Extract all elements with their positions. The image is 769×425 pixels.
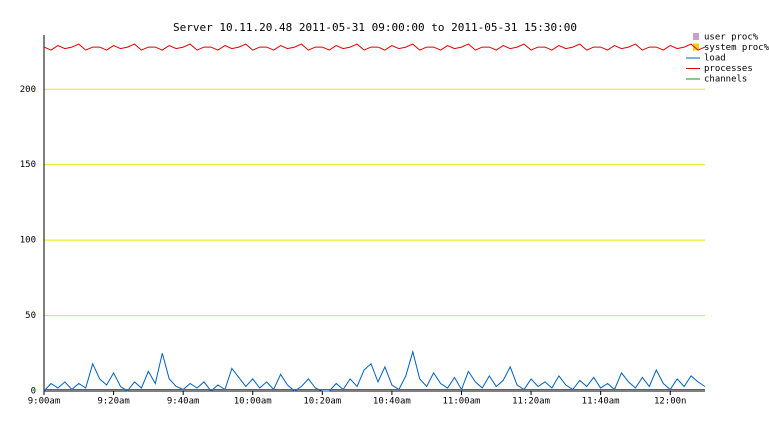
x-tick-label: 9:00am bbox=[28, 397, 61, 407]
x-tick-label: 10:00am bbox=[234, 397, 272, 407]
x-tick-label: 10:20am bbox=[303, 397, 341, 407]
x-tick-label: 9:20am bbox=[97, 397, 130, 407]
x-tick-label: 9:40am bbox=[167, 397, 200, 407]
series-line bbox=[43, 43, 706, 51]
series-line bbox=[43, 349, 706, 392]
legend-label: user proc% bbox=[704, 33, 759, 43]
x-tick-label: 12:00n bbox=[654, 397, 687, 407]
y-tick-label: 50 bbox=[25, 311, 36, 321]
y-tick-label: 150 bbox=[20, 160, 36, 170]
x-tick-label: 11:00am bbox=[443, 397, 481, 407]
legend-label: channels bbox=[704, 75, 747, 85]
legend-label: processes bbox=[704, 64, 753, 74]
legend-swatch bbox=[693, 43, 699, 51]
x-tick-label: 10:40am bbox=[373, 397, 411, 407]
legend-swatch bbox=[693, 33, 699, 40]
x-tick-label: 11:40am bbox=[582, 397, 620, 407]
x-tick-label: 11:20am bbox=[512, 397, 550, 407]
legend-label: load bbox=[704, 54, 726, 64]
legend-label: system proc% bbox=[704, 43, 769, 53]
y-tick-label: 0 bbox=[31, 387, 36, 397]
chart-title: Server 10.11.20.48 2011-05-31 09:00:00 t… bbox=[173, 21, 577, 34]
y-tick-label: 200 bbox=[20, 85, 36, 95]
y-tick-label: 100 bbox=[20, 236, 36, 246]
